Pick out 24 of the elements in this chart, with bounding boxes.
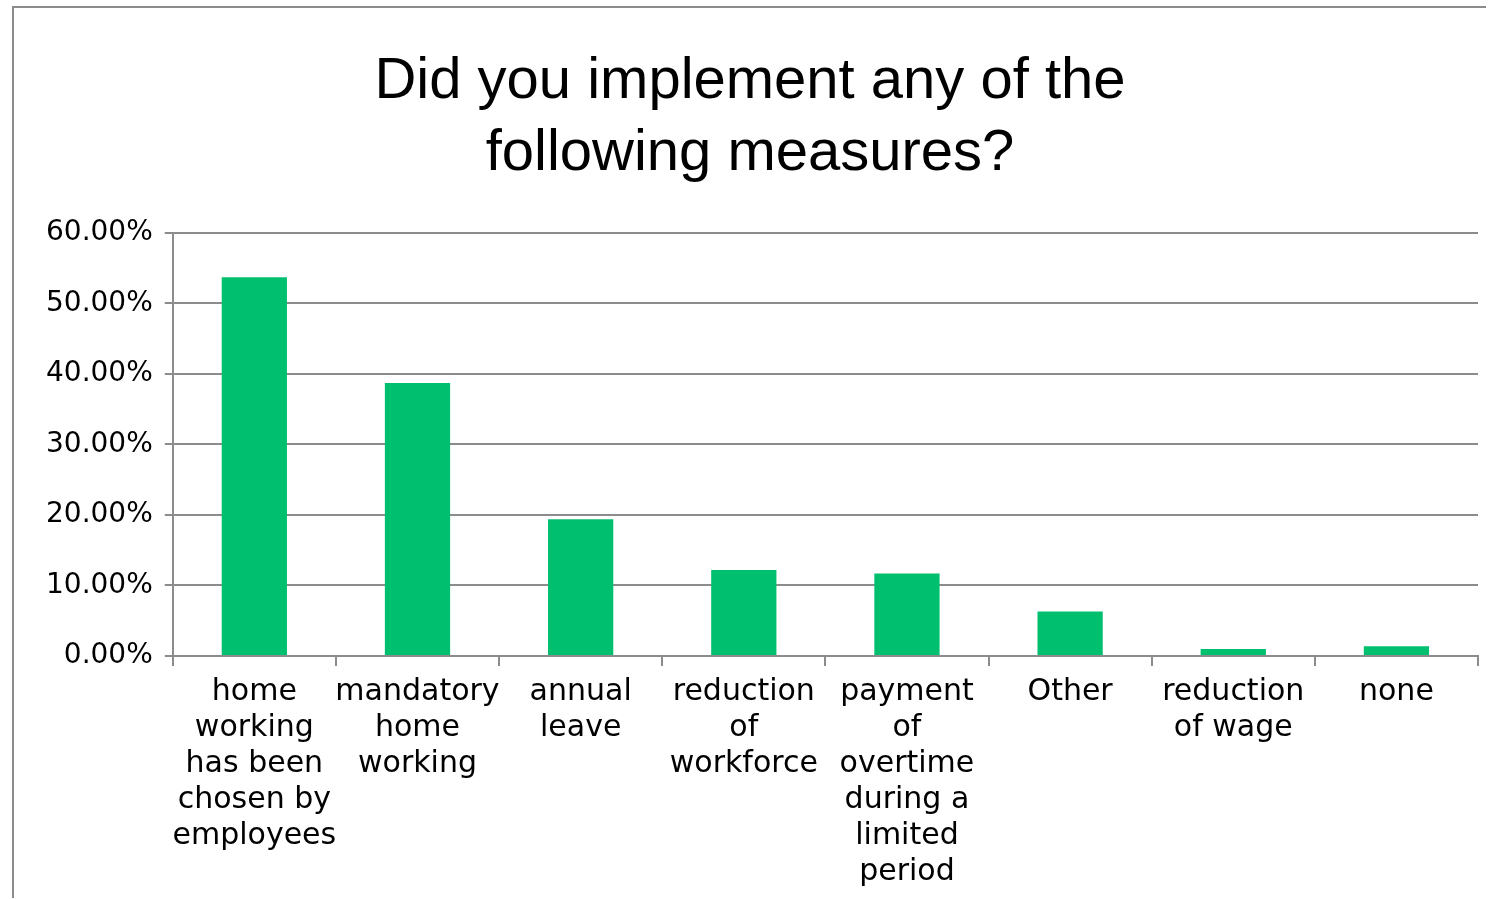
bar	[221, 277, 287, 655]
x-tick-label: reduction of wage	[1162, 671, 1305, 743]
bar	[1037, 611, 1103, 655]
x-tick-label: reduction of workforce	[669, 671, 818, 779]
chart-title: Did you implement any of the following measures?	[373, 44, 1127, 184]
x-tick-label: none	[1359, 671, 1434, 707]
y-tick-label: 20.00%	[46, 496, 153, 530]
x-tick-label: mandatory home working	[335, 671, 500, 779]
x-tick-label: payment of overtime during a limited period	[839, 671, 975, 887]
bar	[384, 383, 451, 655]
y-tick-label: 10.00%	[46, 566, 153, 600]
y-tick-label: 50.00%	[46, 284, 153, 318]
x-tick-label: home working has been chosen by employees	[172, 671, 337, 851]
y-tick-label: 40.00%	[46, 355, 153, 389]
bar	[1200, 648, 1266, 655]
y-tick-label: 60.00%	[46, 214, 153, 248]
bar	[1363, 646, 1430, 655]
bar	[548, 519, 614, 655]
bar	[711, 569, 777, 655]
y-tick-label: 0.00%	[63, 637, 153, 671]
y-tick-label: 30.00%	[46, 425, 153, 459]
x-tick-label: Other	[1027, 671, 1114, 707]
x-tick-label: annual leave	[529, 671, 632, 743]
bar	[874, 573, 940, 655]
